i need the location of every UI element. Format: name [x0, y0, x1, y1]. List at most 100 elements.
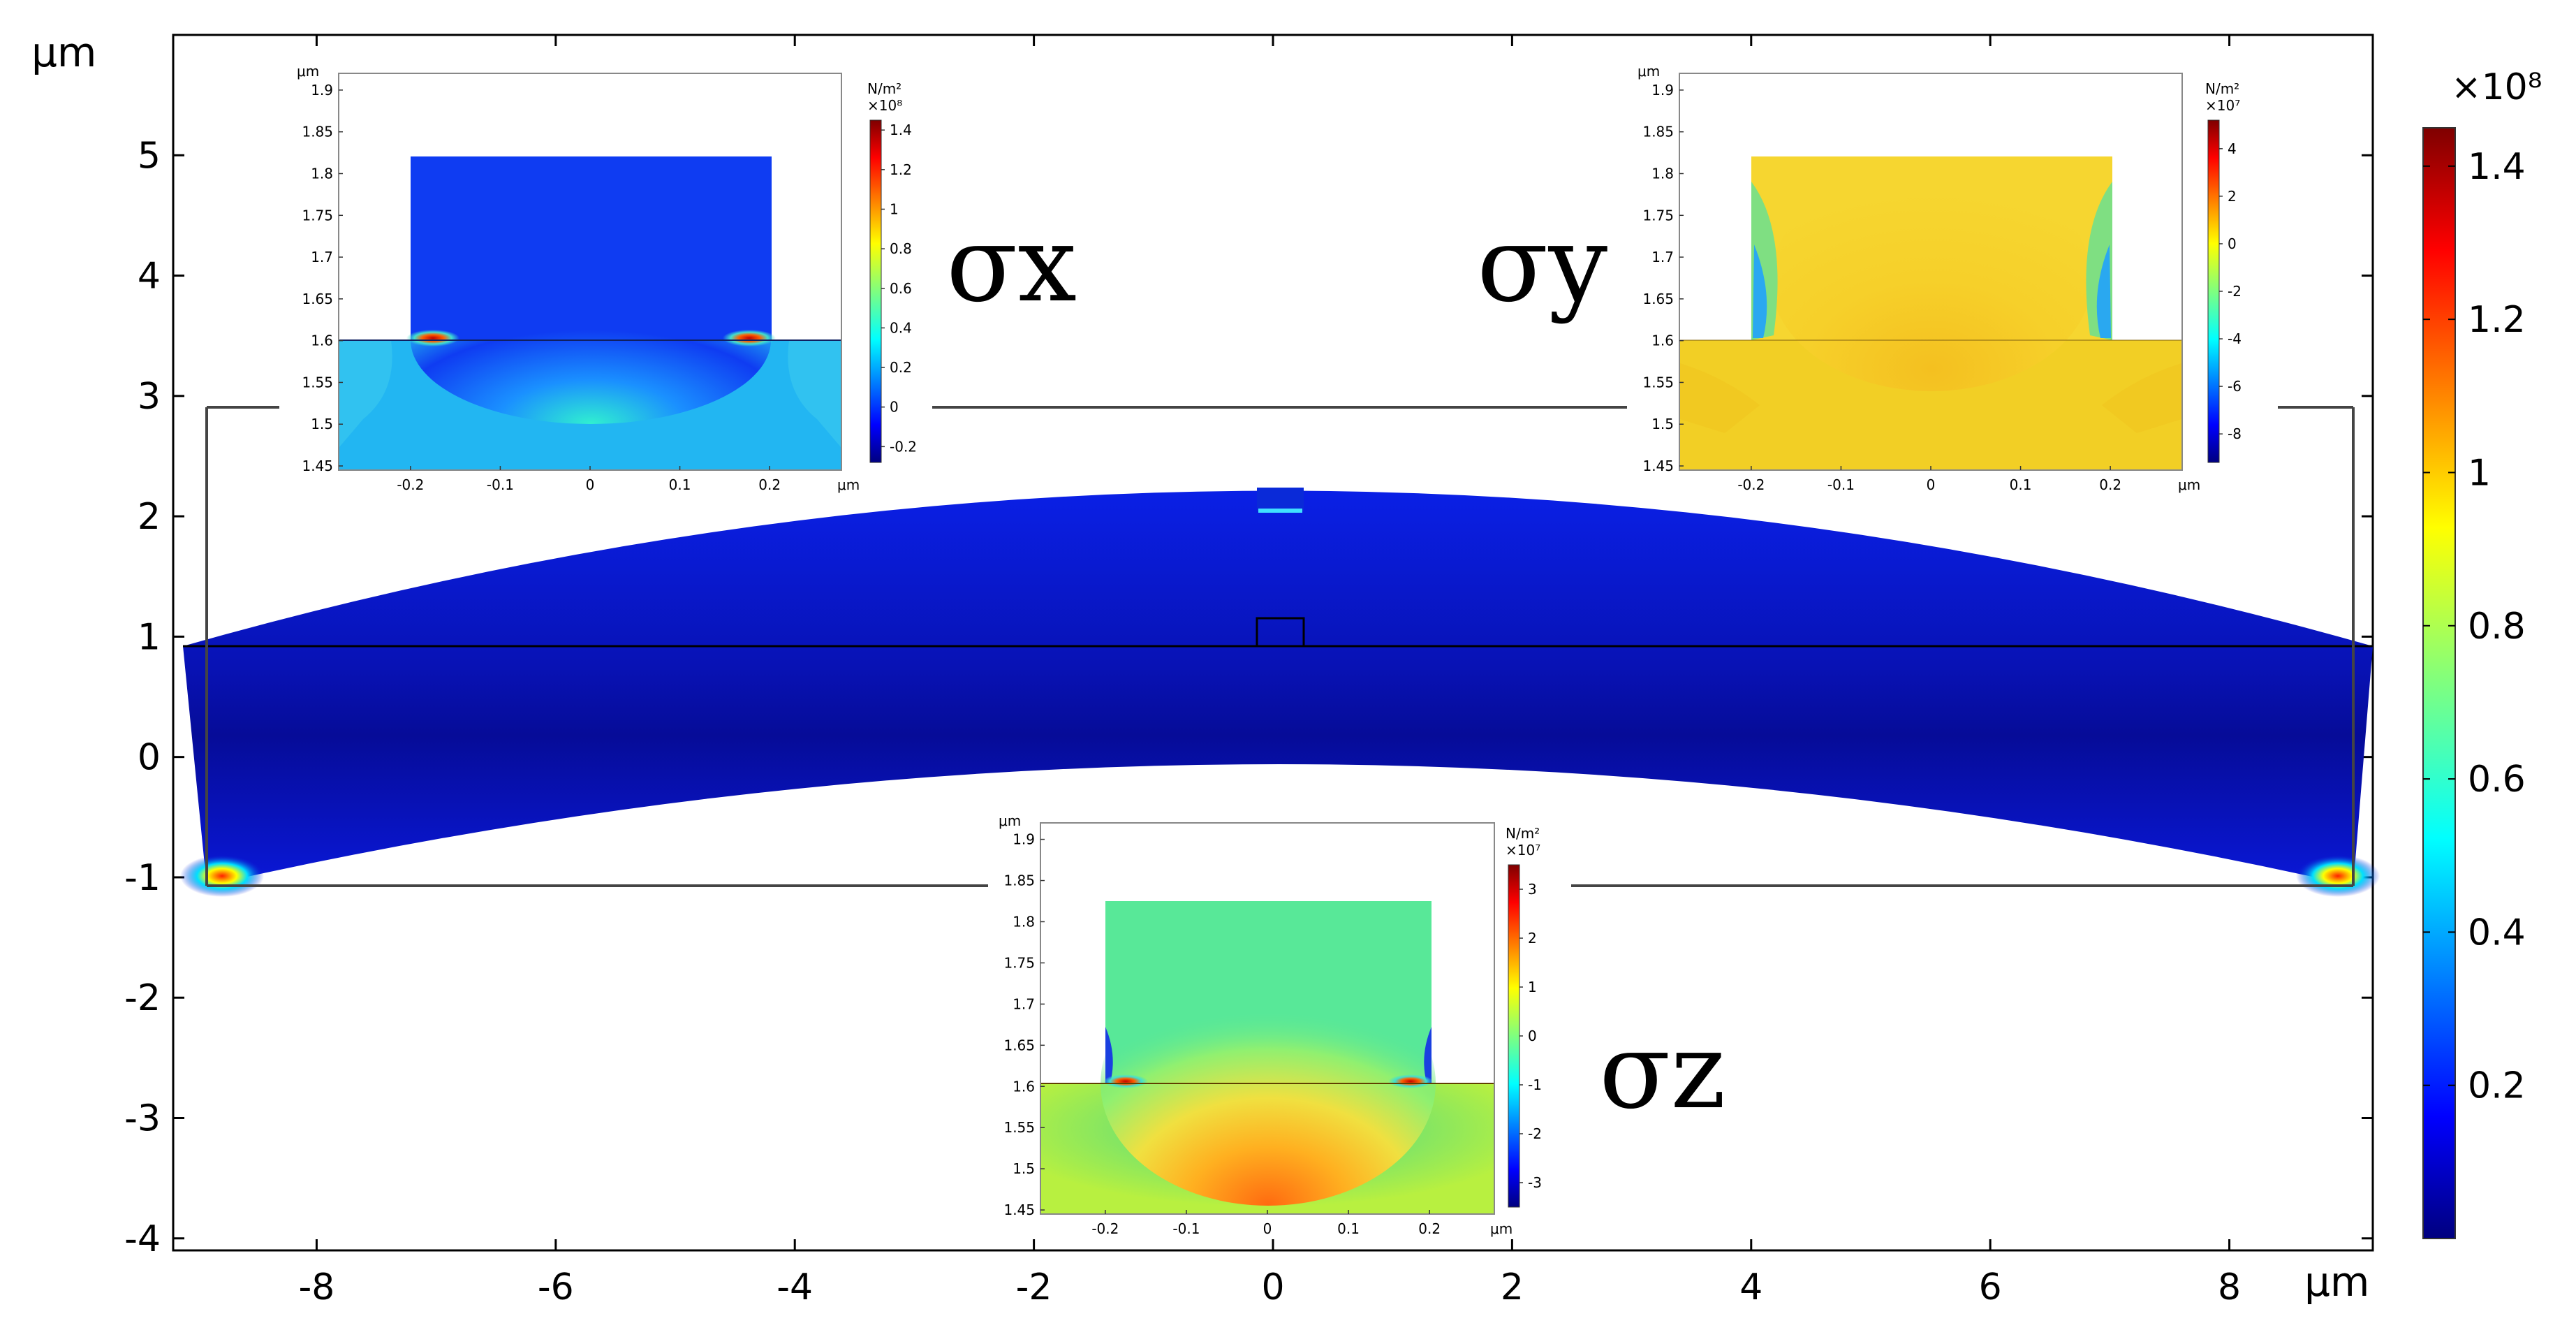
connector-lines	[205, 406, 2355, 887]
inset-colorbar-unit: N/m²	[867, 80, 901, 97]
colorbar-tick-label: 1.2	[2468, 299, 2526, 341]
colorbar-tick-label: 1	[2468, 452, 2491, 494]
inset-ticks: -0.2 -0.1 0 0.1 0.2 1.9 1.85 1.8 1.75 1.7 1.65 1.6 1…	[297, 63, 917, 493]
inset-y-tick-label: 1.75	[302, 207, 333, 224]
inset-x-tick-label: 0	[586, 476, 595, 493]
inset-x-tick-label: -0.1	[1172, 1220, 1200, 1237]
inset-sigma-z: -0.2 -0.1 0 0.1 0.2 1.9 1.85 1.8 1.75 1.7 1.65 1.6 1…	[988, 810, 1725, 1237]
inset-y-tick-label: 1.45	[1003, 1201, 1035, 1218]
inset-colorbar-tick-label: 0.4	[890, 319, 912, 336]
x-tick-label: 4	[1739, 1266, 1762, 1308]
y-tick-label: 2	[138, 496, 161, 538]
edge-blue-right	[1424, 1027, 1431, 1083]
inset-x-tick-label: 0	[1263, 1220, 1272, 1237]
x-tick-label: 2	[1501, 1266, 1524, 1308]
inset-x-tick-label: 0.1	[2010, 476, 2032, 493]
inset-x-tick-label: 0	[1927, 476, 1936, 493]
inset-x-tick-label: 0.2	[1418, 1220, 1441, 1237]
inset-colorbar-tick-label: -2	[2228, 283, 2242, 300]
inset-y-tick-label: 1.9	[1651, 82, 1674, 98]
inset-y-tick-label: 1.5	[1651, 416, 1674, 432]
inset-y-tick-label: 1.7	[1651, 249, 1674, 265]
y-tick-label: -2	[124, 977, 161, 1019]
inset-colorbar-tick-label: -1	[1528, 1076, 1542, 1093]
inset-label: σx	[946, 204, 1077, 326]
x-tick-label: 8	[2218, 1266, 2241, 1308]
corner-stress-left	[180, 855, 264, 897]
inset-y-tick-label: 1.6	[311, 333, 333, 349]
inset-colorbar-multiplier: ×10⁷	[2205, 97, 2240, 114]
main-colorbar: ×10⁸ 1.4 1.2 1 0.8 0.6 0.4 0.2	[2422, 66, 2542, 1239]
inset-x-unit: μm	[2178, 476, 2200, 493]
inset-y-tick-label: 1.85	[302, 124, 333, 140]
inset-y-tick-label: 1.65	[1642, 291, 1674, 307]
inset-colorbar-tick-label: 0	[890, 399, 899, 416]
inset-x-tick-label: 0.2	[2099, 476, 2121, 493]
beam-body	[183, 490, 2373, 886]
inset-x-tick-label: -0.2	[1091, 1220, 1119, 1237]
inset-colorbar-tick-label: -6	[2228, 378, 2242, 395]
substrate-field	[1680, 363, 1760, 433]
inset-colorbar	[869, 119, 882, 463]
inset-x-unit: μm	[837, 476, 860, 493]
y-tick-label: -4	[124, 1218, 161, 1260]
inset-x-tick-label: 0.1	[1337, 1220, 1360, 1237]
inset-y-unit: μm	[999, 812, 1021, 829]
edge-hot-right	[1388, 1074, 1433, 1088]
inset-y-tick-label: 1.5	[1013, 1160, 1035, 1177]
inset-colorbar-tick-label: -2	[1528, 1125, 1542, 1142]
inset-x-unit: μm	[1490, 1220, 1513, 1237]
x-tick-label: -8	[299, 1266, 335, 1308]
colorbar-gradient	[2422, 127, 2456, 1239]
inset-ticks: -0.2 -0.1 0 0.1 0.2 1.9 1.85 1.8 1.75 1.7 1.65 1.6 1…	[999, 812, 1542, 1237]
inset-x-tick-label: 0.1	[669, 476, 691, 493]
inset-sigma-x: -0.2 -0.1 0 0.1 0.2 1.9 1.85 1.8 1.75 1.7 1.65 1.6 1…	[279, 63, 1077, 493]
film-field	[1771, 168, 2092, 391]
inset-sigma-y: -0.2 -0.1 0 0.1 0.2 1.9 1.85 1.8 1.75 1.7 1.65 1.6 1…	[1477, 63, 2278, 493]
inset-colorbar-tick-label: 0.8	[890, 240, 912, 257]
inset-y-tick-label: 1.55	[1003, 1119, 1035, 1136]
inset-label: σy	[1477, 204, 1607, 326]
y-tick-label: -1	[124, 857, 161, 899]
pad-highlight	[1258, 509, 1302, 513]
edge-hot-right	[723, 330, 776, 346]
inset-colorbar-tick-label: 2	[2228, 188, 2237, 205]
inset-colorbar-tick-label: 0.6	[890, 280, 912, 297]
inset-colorbar-tick-label: -3	[1528, 1174, 1542, 1191]
inset-colorbar-tick-label: -4	[2228, 330, 2242, 347]
inset-colorbar	[2207, 119, 2220, 463]
inset-colorbar-tick-label: -0.2	[890, 438, 917, 455]
x-tick-label: 6	[1979, 1266, 2002, 1308]
inset-x-tick-label: -0.2	[1737, 476, 1765, 493]
inset-y-tick-label: 1.75	[1642, 207, 1674, 224]
edge-blue-left	[1105, 1027, 1113, 1083]
inset-label: σz	[1599, 1011, 1725, 1132]
inset-x-tick-label: -0.1	[1827, 476, 1855, 493]
edge-hot-left	[406, 330, 459, 346]
inset-x-tick-label: 0.2	[758, 476, 781, 493]
inset-colorbar-tick-label: 0	[2228, 235, 2237, 252]
inset-y-tick-label: 1.7	[311, 249, 333, 265]
inset-colorbar-tick-label: 0	[1528, 1028, 1537, 1044]
inset-colorbar-tick-label: 0.2	[890, 359, 912, 376]
inset-y-tick-label: 1.6	[1651, 333, 1674, 349]
beam-pad	[1257, 488, 1304, 511]
inset-colorbar-tick-label: 1.4	[890, 122, 912, 138]
inset-y-tick-label: 1.45	[302, 458, 333, 474]
inset-colorbar-unit: N/m²	[2205, 80, 2239, 97]
inset-y-unit: μm	[1637, 63, 1660, 80]
substrate-field	[339, 340, 392, 447]
inset-y-tick-label: 1.55	[1642, 374, 1674, 390]
colorbar-tick-label: 0.4	[2468, 912, 2526, 954]
inset-y-tick-label: 1.75	[1003, 954, 1035, 971]
inset-colorbar-tick-label: 4	[2228, 140, 2237, 157]
main-axes: -8 -6 -4 -2 0 2 4 6 8 -4 -3 -2 -1 0 1 2 3 4 5 μm μm	[31, 29, 2374, 1308]
inset-colorbar-tick-label: 3	[1528, 881, 1537, 898]
inset-y-tick-label: 1.8	[1651, 165, 1674, 182]
inset-y-tick-label: 1.85	[1003, 872, 1035, 889]
colorbar-tick-label: 0.8	[2468, 606, 2526, 648]
inset-colorbar-tick-label: 1	[890, 200, 899, 217]
inset-x-tick-label: -0.1	[487, 476, 514, 493]
inset-y-tick-label: 1.85	[1642, 124, 1674, 140]
